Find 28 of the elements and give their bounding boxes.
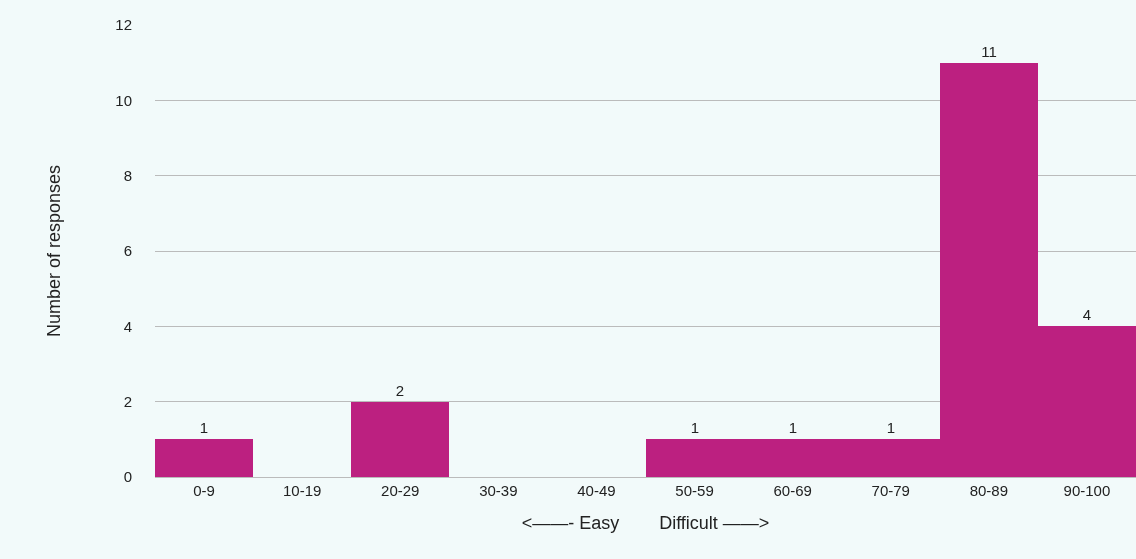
y-tick-label: 4 xyxy=(123,317,132,335)
y-tick-label: 2 xyxy=(123,392,132,410)
y-tick-label: 6 xyxy=(123,242,132,260)
data-label: 1 xyxy=(788,419,798,436)
x-tick-label: 60-69 xyxy=(773,482,812,499)
y-tick-label: 8 xyxy=(123,166,132,184)
data-label: 1 xyxy=(199,419,209,436)
y-tick-label: 12 xyxy=(115,16,132,34)
data-label: 4 xyxy=(1082,306,1092,323)
data-label: 11 xyxy=(981,43,997,60)
data-label: 2 xyxy=(395,382,405,399)
data-label: 1 xyxy=(690,419,700,436)
x-tick-label: 50-59 xyxy=(675,482,714,499)
y-tick-label: 10 xyxy=(115,91,132,109)
x-axis-title: <——- Easy Difficult ——> xyxy=(521,513,770,534)
y-tick-label: 0 xyxy=(123,468,132,486)
data-label: 1 xyxy=(886,419,896,436)
x-tick-label: 0-9 xyxy=(193,482,215,499)
x-tick-label: 80-89 xyxy=(969,482,1009,499)
y-axis-title: Number of responses xyxy=(43,164,64,338)
x-tick-label: 90-100 xyxy=(1063,482,1111,499)
bar xyxy=(155,439,253,477)
x-tick-label: 30-39 xyxy=(479,482,518,499)
x-tick-label: 10-19 xyxy=(282,482,322,499)
x-tick-label: 40-49 xyxy=(577,482,616,499)
x-tick-label: 70-79 xyxy=(871,482,910,499)
bar xyxy=(351,402,449,477)
x-tick-label: 20-29 xyxy=(381,482,420,499)
